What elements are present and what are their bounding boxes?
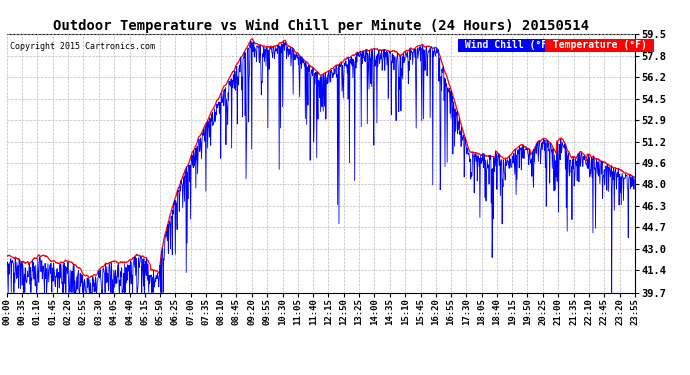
Title: Outdoor Temperature vs Wind Chill per Minute (24 Hours) 20150514: Outdoor Temperature vs Wind Chill per Mi… bbox=[53, 18, 589, 33]
Text: Temperature (°F): Temperature (°F) bbox=[547, 40, 653, 50]
Text: Wind Chill (°F): Wind Chill (°F) bbox=[459, 40, 559, 50]
Text: Copyright 2015 Cartronics.com: Copyright 2015 Cartronics.com bbox=[10, 42, 155, 51]
